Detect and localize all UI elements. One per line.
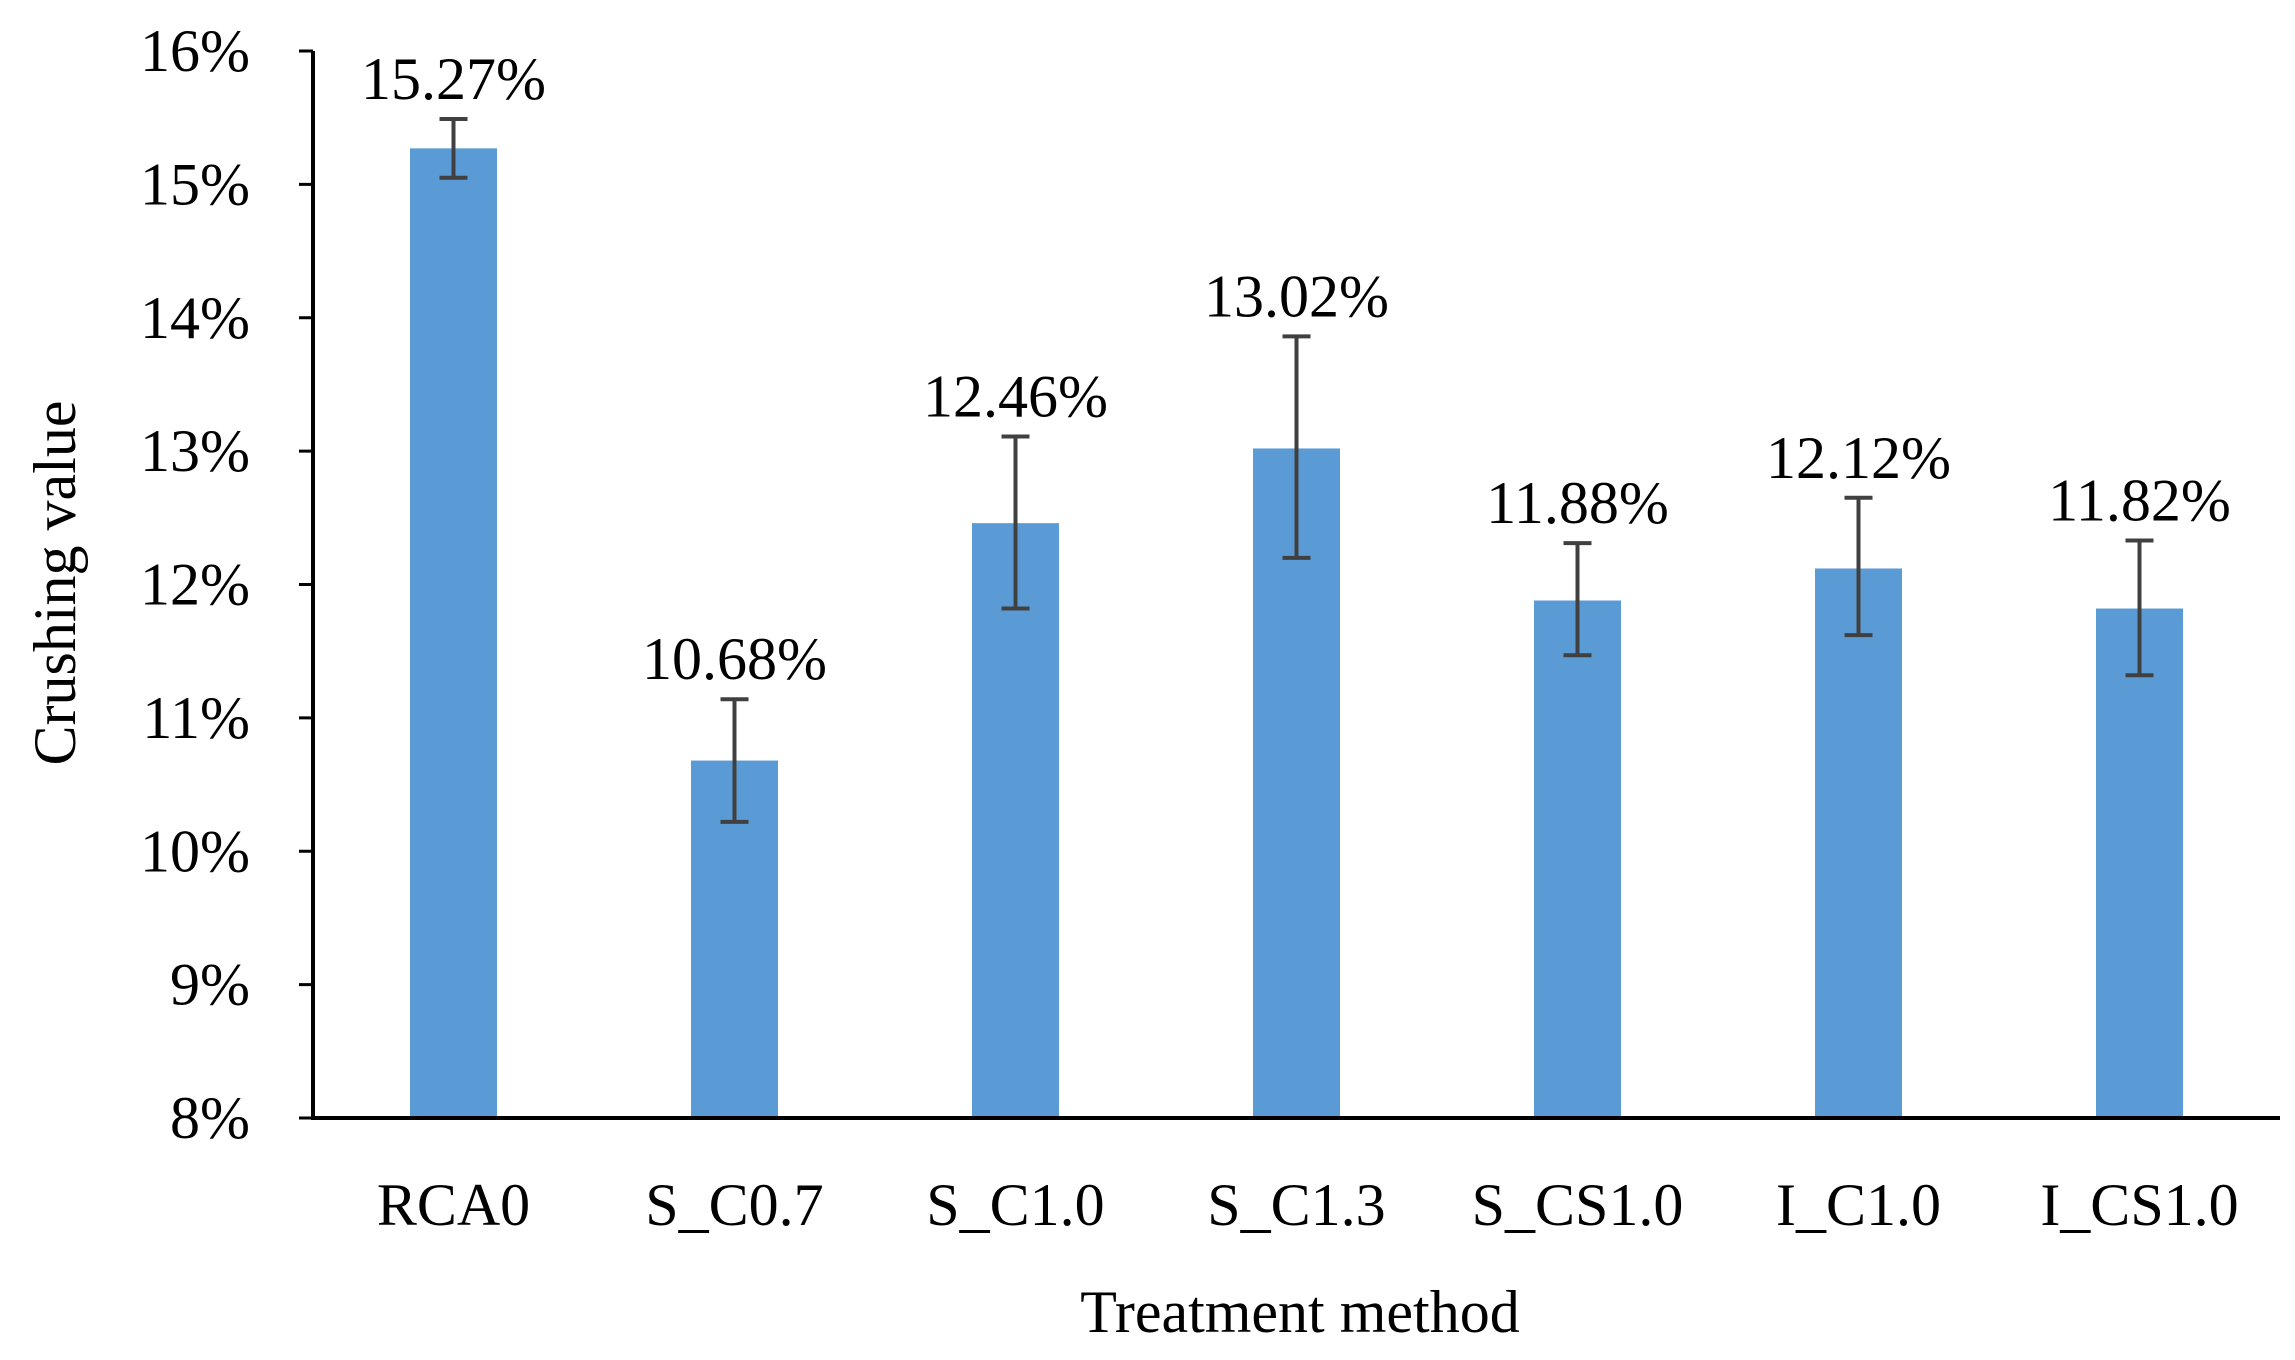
y-tick-label: 8%	[170, 1085, 250, 1151]
tick-labels-layer: RCA0 S_C0.7 S_C1.0 S_C1.3 S_CS1.0 I_C1.0 I_CS1…	[140, 18, 2239, 1238]
data-label: 10.68%	[642, 626, 827, 692]
y-tick-label: 13%	[140, 418, 250, 484]
y-tick-label: 11%	[142, 685, 250, 751]
x-tick-label: RCA0	[377, 1172, 530, 1238]
bar-i-cs1-0	[2096, 608, 2183, 1118]
data-label: 15.27%	[361, 46, 546, 112]
data-label: 13.02%	[1204, 263, 1389, 329]
y-tick-label: 9%	[170, 952, 250, 1018]
bars-layer	[410, 148, 2183, 1118]
y-tick-label: 14%	[140, 285, 250, 351]
data-labels-layer: 15.27% 10.68% 12.46% 13.02% 11.88% 12.12% 11.8…	[361, 46, 2231, 692]
data-label: 12.46%	[923, 363, 1108, 429]
y-tick-label: 15%	[140, 151, 250, 217]
error-bars-layer	[439, 117, 2154, 824]
x-tick-label: I_CS1.0	[2040, 1172, 2238, 1238]
x-tick-label: S_C0.7	[645, 1172, 823, 1238]
x-tick-label: S_CS1.0	[1472, 1172, 1684, 1238]
axes-layer	[299, 49, 2280, 1120]
x-tick-label: S_C1.0	[926, 1172, 1104, 1238]
y-tick-label: 16%	[140, 18, 250, 84]
data-label: 11.82%	[2048, 467, 2231, 533]
y-tick-label: 12%	[140, 552, 250, 618]
bar-s-c1-0	[972, 523, 1059, 1118]
x-tick-label: S_C1.3	[1207, 1172, 1385, 1238]
bar-rca0	[410, 148, 497, 1118]
data-label: 11.88%	[1486, 470, 1669, 536]
bar-i-c1-0	[1815, 568, 1902, 1118]
data-label: 12.12%	[1766, 425, 1951, 491]
bar-s-cs1-0	[1534, 600, 1621, 1118]
y-tick-label: 10%	[140, 818, 250, 884]
x-tick-label: I_C1.0	[1776, 1172, 1941, 1238]
x-axis-title: Treatment method	[1080, 1279, 1519, 1345]
bar-s-c1-3	[1253, 448, 1340, 1118]
y-axis-title: Crushing value	[22, 401, 88, 766]
